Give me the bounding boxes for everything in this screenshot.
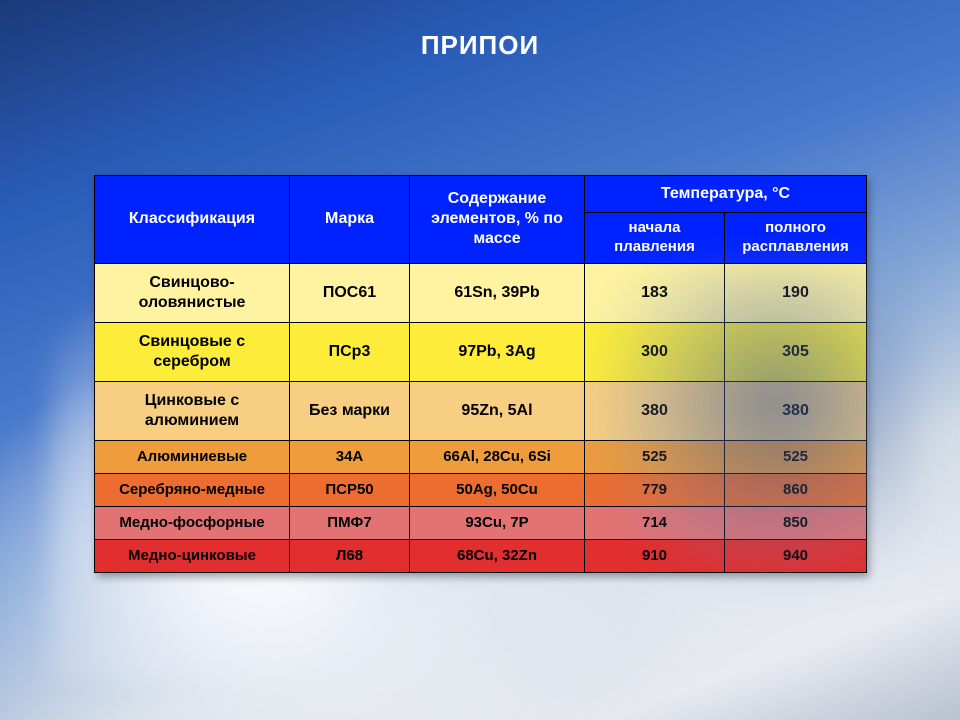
cell-temp_full: 305: [725, 322, 867, 381]
cell-temp_start: 910: [585, 539, 725, 572]
cell-brand: ПОС61: [290, 263, 410, 322]
col-brand: Марка: [290, 176, 410, 264]
cell-temp_start: 714: [585, 506, 725, 539]
cell-temp_start: 183: [585, 263, 725, 322]
cell-temp_full: 190: [725, 263, 867, 322]
cell-brand: ПСр3: [290, 322, 410, 381]
cell-elements: 50Ag, 50Cu: [410, 473, 585, 506]
col-temp-start: начала плавления: [585, 213, 725, 264]
cell-classification: Серебряно-медные: [95, 473, 290, 506]
table-row: Медно-цинковыеЛ6868Cu, 32Zn910940: [95, 539, 867, 572]
cell-classification: Медно-цинковые: [95, 539, 290, 572]
col-temp-full: полного расплавления: [725, 213, 867, 264]
table-row: Свинцово-оловянистыеПОС6161Sn, 39Pb18319…: [95, 263, 867, 322]
cell-elements: 68Cu, 32Zn: [410, 539, 585, 572]
cell-brand: Л68: [290, 539, 410, 572]
cell-classification: Цинковые с алюминием: [95, 381, 290, 440]
cell-temp_start: 380: [585, 381, 725, 440]
cell-elements: 95Zn, 5Al: [410, 381, 585, 440]
cell-temp_full: 380: [725, 381, 867, 440]
table-header: Классификация Марка Содержание элементов…: [95, 176, 867, 264]
table-body: Свинцово-оловянистыеПОС6161Sn, 39Pb18319…: [95, 263, 867, 572]
cell-classification: Свинцово-оловянистые: [95, 263, 290, 322]
cell-brand: Без марки: [290, 381, 410, 440]
cell-brand: ПМФ7: [290, 506, 410, 539]
table-row: Цинковые с алюминиемБез марки95Zn, 5Al38…: [95, 381, 867, 440]
table-row: Медно-фосфорныеПМФ793Cu, 7P714850: [95, 506, 867, 539]
cell-classification: Медно-фосфорные: [95, 506, 290, 539]
cell-temp_full: 850: [725, 506, 867, 539]
cell-elements: 61Sn, 39Pb: [410, 263, 585, 322]
col-elements: Содержание элементов, % по массе: [410, 176, 585, 264]
cell-temp_full: 860: [725, 473, 867, 506]
cell-classification: Свинцовые с серебром: [95, 322, 290, 381]
cell-temp_start: 525: [585, 440, 725, 473]
table-row: Алюминиевые34А66Al, 28Cu, 6Si525525: [95, 440, 867, 473]
solder-table-container: Классификация Марка Содержание элементов…: [94, 175, 866, 573]
table-row: Серебряно-медныеПСР5050Ag, 50Cu779860: [95, 473, 867, 506]
cell-temp_start: 300: [585, 322, 725, 381]
cell-elements: 93Cu, 7P: [410, 506, 585, 539]
table-row: Свинцовые с серебромПСр397Pb, 3Ag300305: [95, 322, 867, 381]
cell-temp_full: 940: [725, 539, 867, 572]
cell-brand: 34А: [290, 440, 410, 473]
cell-elements: 66Al, 28Cu, 6Si: [410, 440, 585, 473]
cell-temp_start: 779: [585, 473, 725, 506]
slide-title: ПРИПОИ: [0, 30, 960, 61]
solder-table: Классификация Марка Содержание элементов…: [94, 175, 867, 573]
cell-brand: ПСР50: [290, 473, 410, 506]
col-classification: Классификация: [95, 176, 290, 264]
col-temperature-group: Температура, °С: [585, 176, 867, 213]
cell-temp_full: 525: [725, 440, 867, 473]
cell-elements: 97Pb, 3Ag: [410, 322, 585, 381]
cell-classification: Алюминиевые: [95, 440, 290, 473]
